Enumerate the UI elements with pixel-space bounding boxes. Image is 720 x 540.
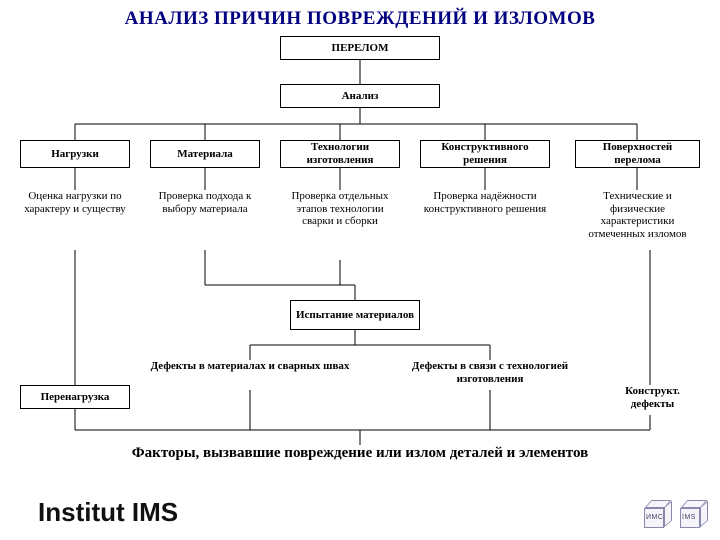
branch-head-4: Поверхностей перелома	[575, 140, 700, 168]
node-root: ПЕРЕЛОМ	[280, 36, 440, 60]
node-analysis: Анализ	[280, 84, 440, 108]
branch-detail-0: Оценка нагрузки по характеру и существу	[20, 190, 130, 215]
defects-right: Дефекты в связи с технологией изготовлен…	[390, 360, 590, 385]
cube-label-1: ИМС	[646, 514, 663, 521]
branch-detail-1: Проверка подхода к выбору материала	[150, 190, 260, 215]
cube-icon: ИМС	[644, 500, 672, 528]
node-testing: Испытание материалов	[290, 300, 420, 330]
node-overload: Перенагрузка	[20, 385, 130, 409]
node-construct-defects: Конструкт. дефекты	[605, 385, 700, 410]
branch-head-2: Технологии изготовления	[280, 140, 400, 168]
branch-detail-4: Технические и физические характеристики …	[575, 190, 700, 241]
cube-icon: IMS	[680, 500, 708, 528]
page-title: АНАЛИЗ ПРИЧИН ПОВРЕЖДЕНИЙ И ИЗЛОМОВ	[0, 0, 720, 30]
footer-cube-logos: ИМС IMS	[644, 500, 708, 528]
branch-head-3: Конструктивного решения	[420, 140, 550, 168]
footer-institute: Institut IMS	[38, 497, 178, 528]
branch-head-1: Материала	[150, 140, 260, 168]
branch-head-0: Нагрузки	[20, 140, 130, 168]
cube-label-2: IMS	[682, 514, 696, 521]
defects-left: Дефекты в материалах и сварных швах	[150, 360, 350, 373]
conclusion-text: Факторы, вызвавшие повреждение или излом…	[80, 445, 640, 462]
branch-detail-3: Проверка надёжности конструктивного реше…	[420, 190, 550, 215]
branch-detail-2: Проверка отдельных этапов технологии сва…	[280, 190, 400, 228]
